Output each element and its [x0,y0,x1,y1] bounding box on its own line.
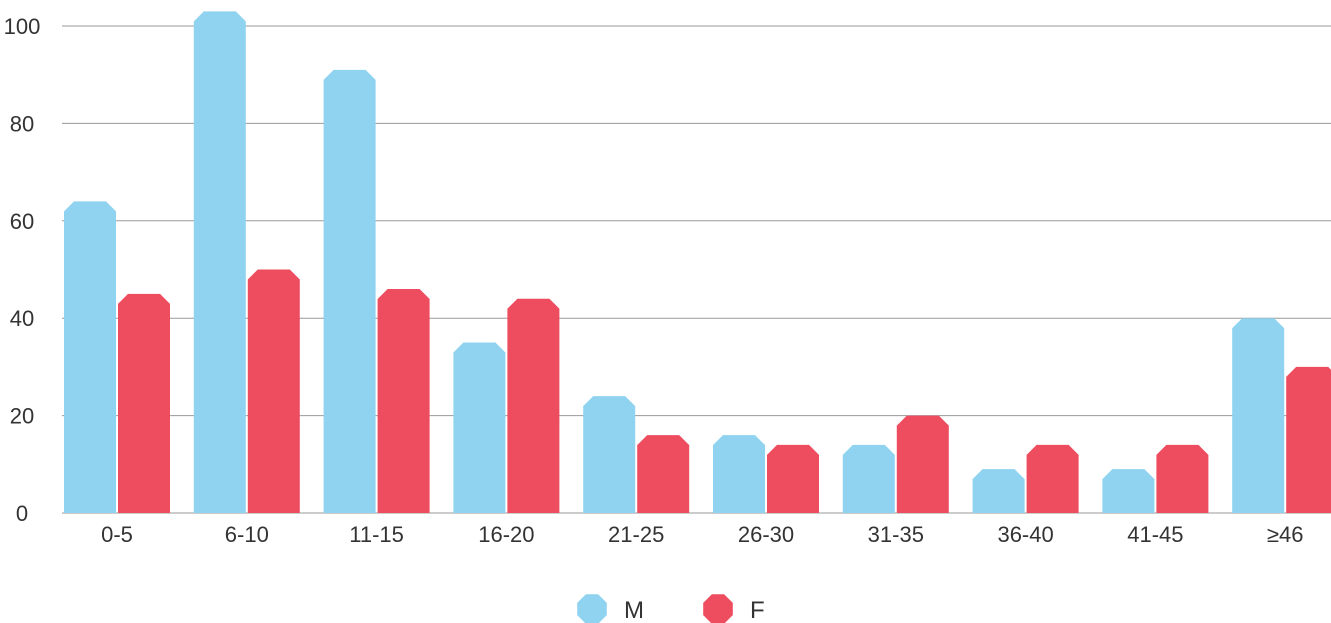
bar-m-3 [453,342,506,513]
bar-m-5 [713,435,765,513]
bar-m-0 [64,201,116,513]
legend-swatch-f [703,594,733,623]
bar-m-6 [842,444,895,513]
x-tick-label: 36-40 [997,522,1053,547]
x-tick-label: 0-5 [101,522,133,547]
bar-f-4 [637,435,690,513]
y-tick-label: 80 [10,111,34,136]
y-tick-label: 100 [4,14,41,39]
x-axis: 0-5 6-10 11-15 16-20 21-25 26-30 31-35 36-40 41-… [101,522,1303,547]
x-tick-label: 6-10 [225,522,269,547]
bar-f-0 [118,293,170,513]
y-tick-label: 0 [16,501,28,526]
bar-m-9 [1232,318,1285,513]
legend-swatch-m [577,594,607,623]
y-tick-label: 20 [10,404,34,429]
x-tick-label: 11-15 [349,522,404,547]
legend-label-f: F [750,597,765,623]
bar-f-2 [377,288,430,513]
bar-f-9 [1286,366,1331,513]
y-tick-label: 40 [10,306,34,331]
bar-m-8 [1102,469,1155,513]
bar-f-5 [767,444,819,513]
y-tick-label: 60 [10,209,34,234]
x-tick-label: 16-20 [478,522,534,547]
x-tick-label: ≥46 [1267,522,1304,547]
x-tick-label: 31-35 [868,522,924,547]
bar-f-7 [1026,444,1079,513]
x-tick-label: 21-25 [608,522,664,547]
y-axis: 0 20 40 60 80 100 [4,14,41,526]
bar-f-6 [896,415,949,513]
bar-m-4 [583,396,636,513]
bar-f-1 [247,269,300,513]
bar-m-2 [323,69,376,513]
bar-f-8 [1156,444,1209,513]
bar-m-1 [193,11,246,513]
legend-label-m: M [624,597,644,623]
x-tick-label: 41-45 [1127,522,1183,547]
x-tick-label: 26-30 [738,522,794,547]
bar-m-7 [972,469,1025,513]
bars [64,11,1331,513]
bar-f-3 [507,298,560,513]
